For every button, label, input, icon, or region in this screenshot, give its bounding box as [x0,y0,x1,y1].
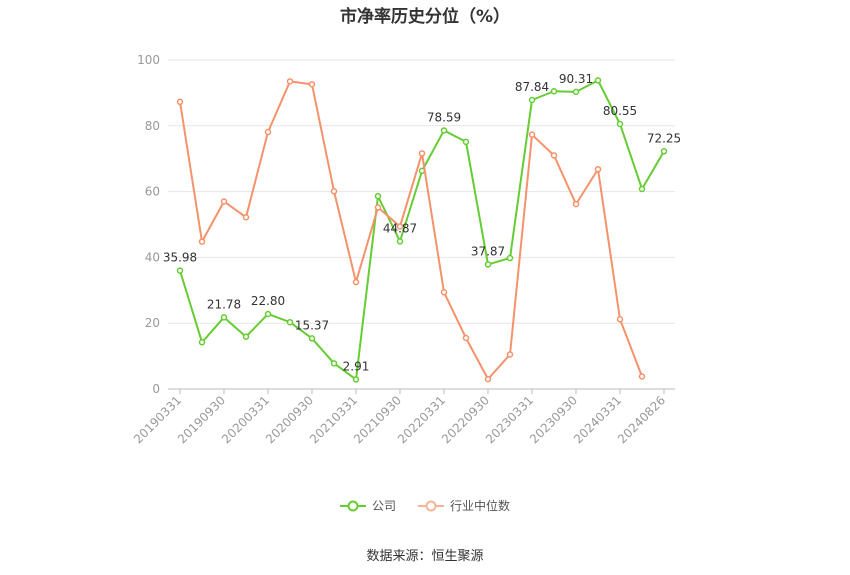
data-label: 22.80 [251,294,285,308]
series-1-point[interactable] [594,165,602,173]
series-0-point[interactable] [484,261,492,268]
series-0-point[interactable] [374,192,382,200]
y-tick-label: 80 [145,119,160,133]
series-1-point[interactable] [616,316,624,323]
data-label: 44.87 [383,221,417,235]
series-1-point[interactable] [374,204,382,211]
series-0-point[interactable] [264,310,272,318]
legend-marker-company-icon [339,500,366,511]
series-0-point[interactable] [462,138,470,146]
series-1-point[interactable] [396,223,404,230]
series-1-point[interactable] [506,351,514,358]
series-1-point[interactable] [352,278,360,286]
data-label: 15.37 [295,318,329,332]
y-tick-label: 60 [145,185,160,199]
series-1-point[interactable] [242,214,250,221]
series-0-point[interactable] [638,185,646,193]
series-0-point[interactable] [616,120,624,128]
data-label: 37.87 [471,244,505,258]
series-1-point[interactable] [198,238,206,245]
series-0-point[interactable] [330,360,338,367]
data-label: 90.31 [559,72,593,86]
series-0-point[interactable] [594,77,602,84]
series-1-point[interactable] [418,150,426,157]
series-0-point[interactable] [550,88,558,95]
data-label: 21.78 [207,297,241,311]
series-0-point[interactable] [220,314,228,321]
data-label: 72.25 [647,131,681,145]
data-label: 80.55 [603,104,637,118]
data-labels: 35.98 21.78 22.80 15.37 2.91 44.87 78.59 37.87 8… [163,72,681,374]
series-0-point[interactable] [572,88,580,96]
data-label: 35.98 [163,251,197,265]
series-1-point[interactable] [550,152,558,159]
legend-item-industry[interactable]: 行业中位数 [418,497,510,514]
chart-title: 市净率历史分位（%） [339,7,511,27]
x-tick-label: 20240826 [615,393,668,446]
series-1-point[interactable] [308,81,316,88]
series-0-point[interactable] [352,376,360,383]
series-1-point[interactable] [638,373,646,380]
legend: 公司 行业中位数 [0,497,850,514]
y-tick-label: 20 [145,316,160,330]
series-1-point[interactable] [528,131,536,138]
series-0-point[interactable] [660,148,668,155]
series-line-1 [179,80,643,381]
series-1-point[interactable] [220,198,228,205]
legend-label-company: 公司 [371,499,396,513]
data-source: 数据来源：恒生聚源 [366,549,484,564]
series-1-point[interactable] [440,289,448,296]
series-1-point[interactable] [264,128,272,136]
line-chart: 0204060801002019033120190930202003312020… [131,53,681,446]
y-tick-label: 100 [137,53,160,67]
data-label: 78.59 [427,110,461,124]
y-tick-label: 40 [145,250,160,264]
series-1-point[interactable] [330,188,338,195]
series-0-point[interactable] [440,127,448,134]
legend-item-company[interactable]: 公司 [339,497,396,514]
series-0-point[interactable] [242,333,250,340]
series-1-point[interactable] [176,98,184,106]
legend-marker-industry-icon [418,500,444,511]
data-label: 87.84 [515,80,549,94]
series-0-point[interactable] [528,96,536,104]
series-0-point[interactable] [506,254,514,262]
series-1-point[interactable] [572,200,580,208]
grid-lines [168,59,675,324]
series-0-point[interactable] [396,238,404,245]
series-0-point[interactable] [176,267,184,274]
series-1-point[interactable] [286,78,294,85]
series-1-point[interactable] [462,334,470,342]
data-label: 2.91 [343,359,370,373]
series-lines [176,77,668,383]
series-0-point[interactable] [198,339,206,346]
series-line-0 [179,79,665,381]
series-0-point[interactable] [286,318,294,326]
series-0-point[interactable] [308,335,316,342]
axes: 0204060801002019033120190930202003312020… [131,53,675,446]
y-tick-label: 0 [152,382,160,396]
legend-label-industry: 行业中位数 [450,499,511,513]
series-1-point[interactable] [484,375,492,383]
